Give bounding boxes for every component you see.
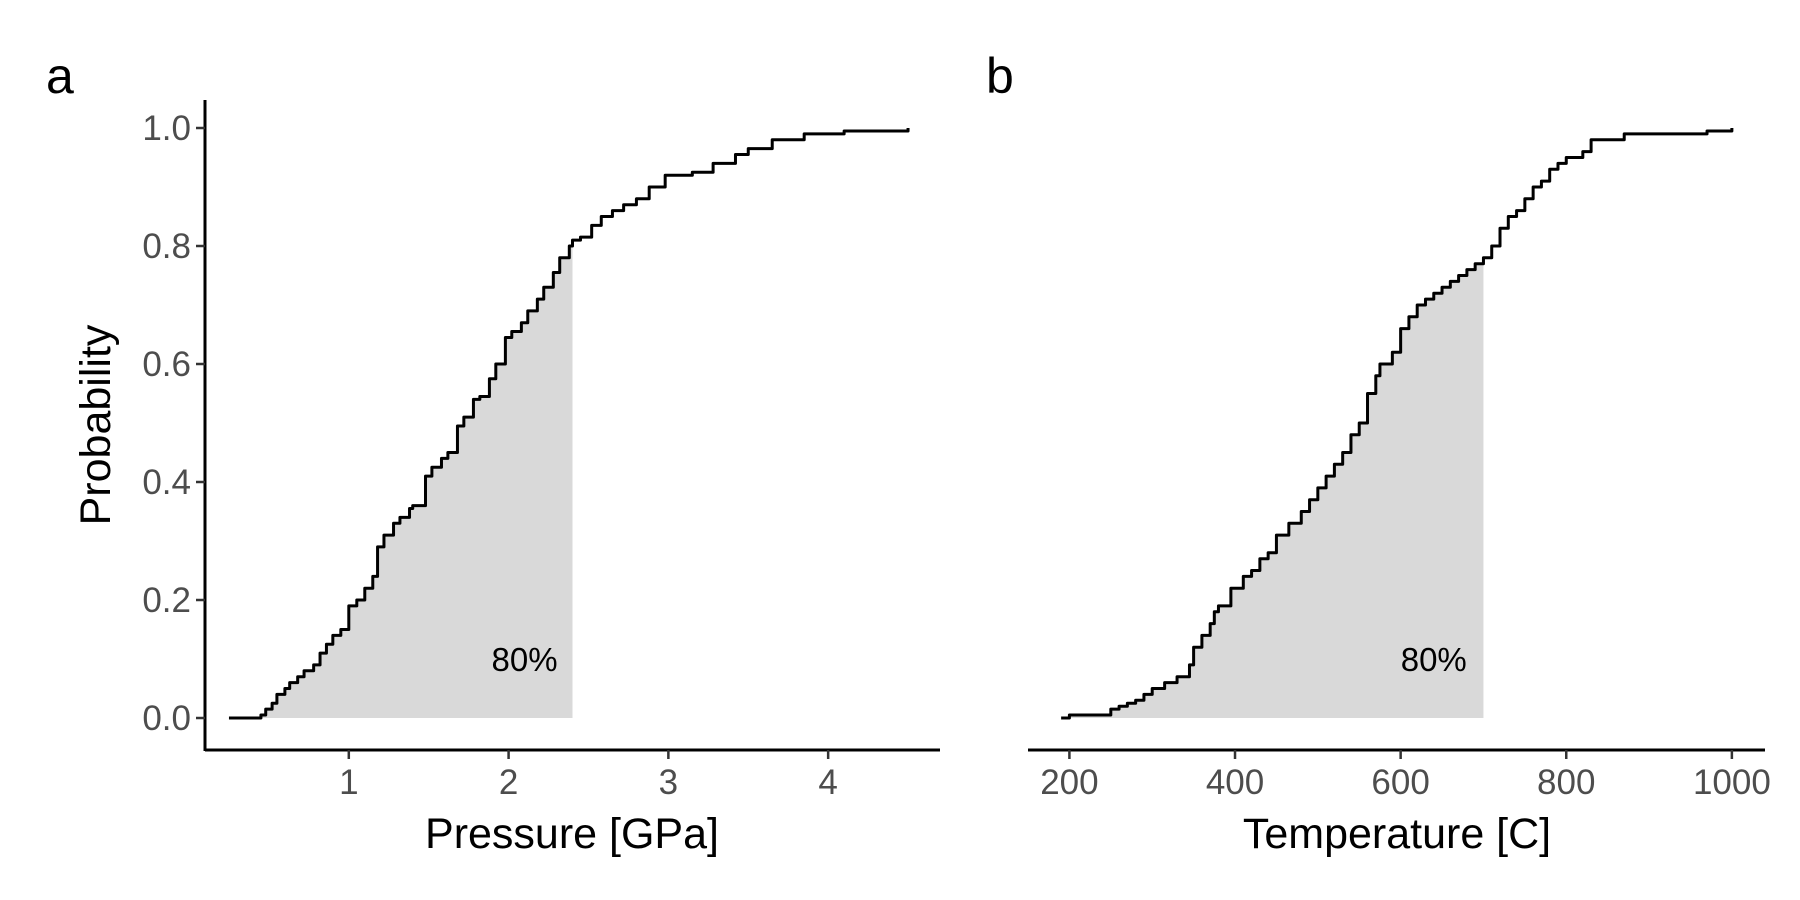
y-tick-label: 1.0 — [142, 109, 191, 148]
panel-b-80pct-shaded-area — [1061, 257, 1484, 718]
panel-b-x-axis-title: Temperature [C] — [1243, 810, 1551, 858]
panel-a-ecdf-line — [228, 128, 910, 720]
x-tick-label: 400 — [1206, 763, 1264, 802]
x-tick-label: 1000 — [1693, 763, 1771, 802]
panel-b-annotation: 80% — [1401, 641, 1467, 678]
panel-a-y-axis-title: Probability — [72, 324, 120, 525]
x-tick-label: 800 — [1537, 763, 1595, 802]
x-tick-label: 2 — [499, 763, 518, 802]
panel-a-y-ticks: 0.0 0.2 0.4 0.6 0.8 1.0 — [142, 109, 205, 738]
panel-b-letter: b — [986, 48, 1014, 104]
x-tick-label: 3 — [659, 763, 678, 802]
panel-a-x-axis-title: Pressure [GPa] — [425, 810, 719, 858]
panel-a-annotation: 80% — [492, 641, 558, 678]
panel-a-letter: a — [46, 48, 74, 104]
panel-a: a 0.0 0.2 0.4 0.6 0.8 1.0 1 2 3 4 80% Pressure [… — [46, 48, 940, 858]
y-tick-label: 0.0 — [142, 699, 191, 738]
x-tick-label: 1 — [339, 763, 358, 802]
y-tick-label: 0.2 — [142, 581, 191, 620]
panel-b-ecdf-line — [1061, 128, 1734, 720]
panel-b-x-ticks: 200 400 600 800 1000 — [1040, 750, 1771, 802]
panel-b: b 200 400 600 800 1000 80% Temperature [C] — [986, 48, 1771, 858]
y-tick-label: 0.4 — [142, 463, 191, 502]
y-tick-label: 0.6 — [142, 345, 191, 384]
y-tick-label: 0.8 — [142, 227, 191, 266]
panel-a-x-ticks: 1 2 3 4 — [339, 750, 838, 802]
panel-a-80pct-shaded-area — [228, 240, 573, 718]
x-tick-label: 200 — [1040, 763, 1098, 802]
x-tick-label: 4 — [818, 763, 837, 802]
x-tick-label: 600 — [1371, 763, 1429, 802]
